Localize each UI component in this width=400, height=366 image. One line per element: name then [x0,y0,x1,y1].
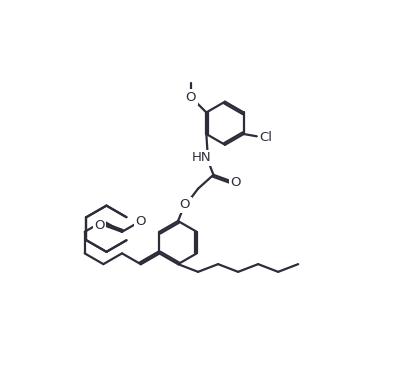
Text: Cl: Cl [260,131,272,144]
Text: O: O [136,214,146,228]
Text: O: O [94,219,105,232]
Text: O: O [230,176,241,189]
Text: O: O [180,198,190,211]
Text: HN: HN [192,152,212,164]
Text: O: O [186,90,196,104]
